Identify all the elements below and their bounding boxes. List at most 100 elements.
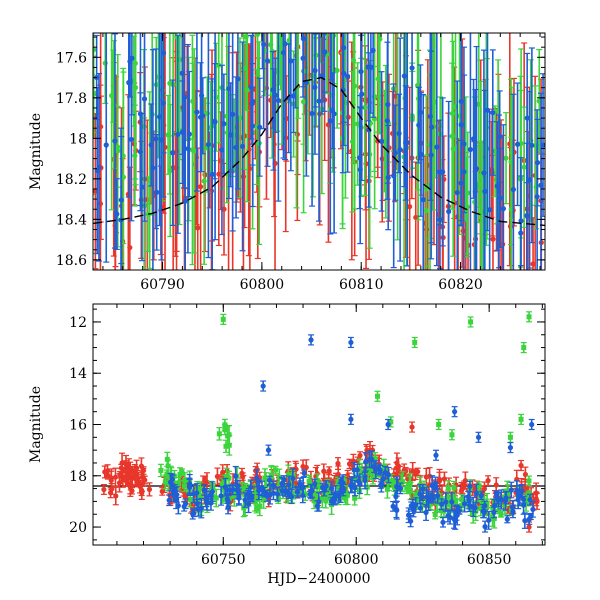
- data-marker: [384, 118, 391, 124]
- data-marker: [180, 22, 185, 27]
- data-marker: [327, 118, 333, 124]
- top-y-tick-label: 18.4: [56, 212, 87, 228]
- data-marker: [342, 495, 348, 501]
- data-marker: [194, 490, 200, 496]
- top-data-point: [315, 33, 322, 222]
- top-data-point: [113, 178, 120, 250]
- data-marker: [154, 189, 160, 195]
- bottom-data-point: [224, 425, 231, 447]
- top-data-point: [412, 161, 419, 270]
- data-marker: [264, 58, 271, 64]
- data-marker: [481, 486, 488, 492]
- data-marker: [222, 422, 228, 428]
- bottom-data-point: [234, 479, 241, 492]
- top-data-point: [275, 33, 282, 202]
- data-marker: [302, 491, 308, 497]
- data-marker: [482, 188, 488, 195]
- bottom-data-point: [436, 468, 443, 490]
- bottom-data-point: [100, 484, 107, 495]
- bottom-data-point: [181, 501, 188, 512]
- data-marker: [224, 474, 230, 480]
- data-marker: [434, 144, 440, 150]
- data-marker: [128, 481, 134, 487]
- top-x-tick-label: 60790: [140, 277, 185, 293]
- top-data-point: [396, 93, 403, 174]
- data-marker: [235, 483, 241, 489]
- top-y-tick-label: 17.6: [56, 50, 87, 66]
- top-data-point: [331, 33, 338, 234]
- data-marker: [510, 186, 516, 193]
- top-data-point: [384, 41, 391, 200]
- data-marker: [102, 60, 108, 66]
- bottom-data-point: [190, 509, 197, 518]
- bottom-data-point: [159, 487, 166, 496]
- bottom-data-point: [374, 390, 381, 402]
- bottom-data-point: [518, 459, 525, 472]
- data-marker: [280, 50, 287, 56]
- data-marker: [244, 87, 250, 93]
- data-marker: [436, 476, 443, 482]
- bottom-data-point: [173, 486, 180, 503]
- top-data-point: [272, 57, 279, 133]
- data-marker: [182, 477, 188, 483]
- data-marker: [181, 503, 187, 510]
- data-marker: [529, 142, 535, 148]
- bottom-data-point: [334, 457, 341, 470]
- bottom-data-point: [203, 491, 210, 511]
- data-marker: [296, 23, 301, 28]
- data-marker: [358, 69, 364, 75]
- data-marker: [438, 508, 444, 514]
- data-marker: [326, 468, 332, 474]
- data-marker: [449, 432, 455, 438]
- data-marker: [414, 493, 420, 499]
- top-data-point: [194, 147, 201, 270]
- top-data-point: [423, 154, 430, 267]
- data-marker: [491, 516, 497, 522]
- data-marker: [108, 475, 114, 481]
- data-marker: [242, 485, 248, 491]
- data-marker: [102, 469, 108, 475]
- bottom-data-point: [272, 465, 279, 475]
- data-marker: [384, 486, 390, 492]
- top-data-point: [264, 33, 271, 167]
- top-axes-frame: [92, 32, 546, 271]
- top-data-point: [378, 71, 385, 212]
- data-marker: [449, 133, 455, 139]
- data-marker: [115, 144, 121, 150]
- data-marker: [233, 473, 239, 479]
- data-marker: [187, 496, 193, 502]
- data-marker: [177, 471, 183, 477]
- data-marker: [207, 492, 213, 498]
- data-marker: [490, 505, 496, 511]
- data-marker: [300, 463, 306, 470]
- data-marker: [367, 151, 373, 157]
- bottom-data-point: [525, 475, 532, 487]
- bottom-series-2: [166, 334, 536, 533]
- top-data-point: [199, 77, 206, 155]
- top-data-point: [153, 133, 160, 251]
- bottom-data-point: [497, 510, 504, 518]
- data-marker: [213, 495, 219, 501]
- data-marker: [189, 147, 196, 153]
- top-data-point: [510, 93, 517, 270]
- top-y-tick-label: 18: [69, 131, 87, 147]
- data-marker: [119, 460, 125, 466]
- data-marker: [236, 494, 242, 500]
- data-marker: [524, 212, 530, 219]
- data-marker: [279, 24, 284, 29]
- data-marker: [263, 477, 269, 483]
- data-marker: [496, 188, 502, 194]
- top-data-point: [309, 33, 316, 207]
- top-data-point: [211, 63, 218, 180]
- data-marker: [306, 479, 312, 485]
- top-data-point: [526, 90, 533, 269]
- top-data-point: [340, 33, 347, 123]
- data-marker: [500, 206, 507, 212]
- data-marker: [319, 0, 324, 5]
- bottom-data-point: [108, 483, 115, 495]
- data-marker: [191, 510, 197, 516]
- bottom-plot-area: [93, 311, 545, 533]
- bottom-data-point: [175, 496, 182, 515]
- data-marker: [174, 492, 180, 498]
- data-marker: [158, 467, 164, 473]
